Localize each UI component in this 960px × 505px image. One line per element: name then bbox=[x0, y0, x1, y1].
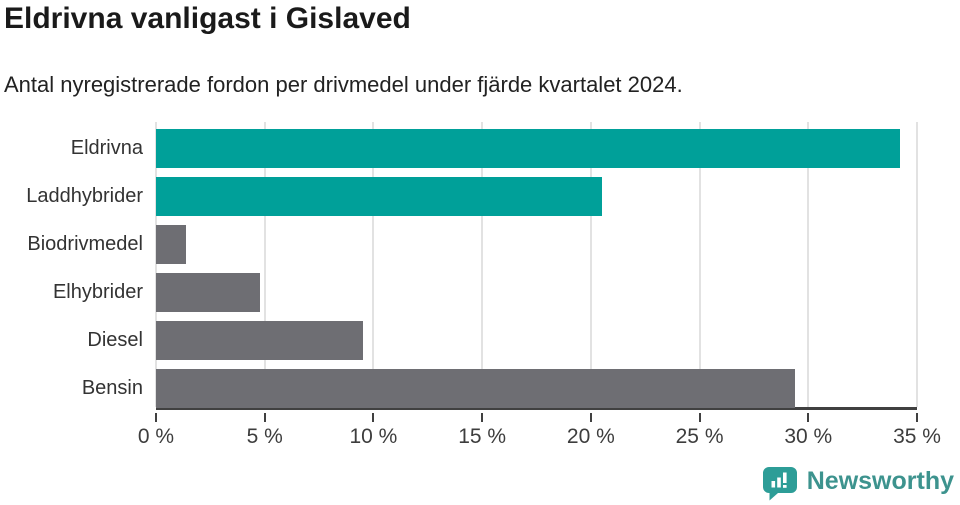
logo-exclamation-bar bbox=[782, 472, 787, 483]
x-tick-mark-10 bbox=[372, 413, 375, 422]
bar-chart: Eldrivna Laddhybrider Biodrivmedel Elhybrid… bbox=[0, 122, 960, 462]
chart-title: Eldrivna vanligast i Gislaved bbox=[4, 2, 411, 35]
category-label-laddhybrider: Laddhybrider bbox=[26, 185, 143, 207]
category-label-eldrivna: Eldrivna bbox=[70, 137, 143, 159]
category-label-elhybrider: Elhybrider bbox=[52, 281, 143, 303]
gridline-5 bbox=[263, 122, 266, 407]
bar-biodrivmedel bbox=[156, 225, 187, 264]
x-tick-label-35: 35 % bbox=[893, 425, 941, 448]
gridline-20 bbox=[589, 122, 592, 407]
logo-exclamation-dot bbox=[782, 485, 787, 488]
x-tick-mark-20 bbox=[589, 413, 592, 422]
gridline-30 bbox=[807, 122, 810, 407]
x-tick-label-0: 0 % bbox=[137, 425, 175, 448]
logo-bar-2 bbox=[776, 477, 781, 488]
brand-footer: Newsworthy bbox=[762, 466, 954, 501]
x-tick-label-30: 30 % bbox=[784, 425, 833, 448]
x-tick-label-15: 15 % bbox=[458, 425, 507, 448]
x-tick-label-25: 25 % bbox=[675, 425, 724, 448]
bar-bensin bbox=[156, 369, 796, 408]
plot-area: Eldrivna Laddhybrider Biodrivmedel Elhybrid… bbox=[26, 122, 918, 410]
gridline-35 bbox=[916, 122, 918, 407]
x-tick-mark-5 bbox=[263, 413, 266, 422]
x-tick-mark-35 bbox=[916, 413, 918, 422]
gridline-0 bbox=[155, 122, 157, 407]
x-tick-mark-15 bbox=[481, 413, 484, 422]
x-tick-mark-0 bbox=[155, 413, 157, 422]
brand-name: Newsworthy bbox=[806, 467, 954, 495]
category-label-biodrivmedel: Biodrivmedel bbox=[27, 233, 143, 255]
gridline-10 bbox=[372, 122, 375, 407]
x-tick-mark-25 bbox=[698, 413, 701, 422]
x-tick-label-5: 5 % bbox=[246, 425, 283, 448]
gridline-25 bbox=[698, 122, 701, 407]
logo-bar-1 bbox=[771, 481, 775, 488]
bar-elhybrider bbox=[156, 273, 261, 312]
bar-eldrivna bbox=[156, 129, 900, 168]
category-label-bensin: Bensin bbox=[81, 377, 143, 399]
bar-laddhybrider bbox=[156, 177, 602, 216]
chart-subtitle: Antal nyregistrerade fordon per drivmede… bbox=[4, 72, 683, 97]
x-tick-label-10: 10 % bbox=[349, 425, 398, 448]
newsworthy-logo-icon bbox=[762, 467, 797, 501]
x-tick-mark-30 bbox=[807, 413, 810, 422]
x-tick-label-20: 20 % bbox=[566, 425, 615, 448]
bar-diesel bbox=[156, 321, 363, 360]
category-label-diesel: Diesel bbox=[87, 329, 143, 351]
gridline-15 bbox=[481, 122, 484, 407]
